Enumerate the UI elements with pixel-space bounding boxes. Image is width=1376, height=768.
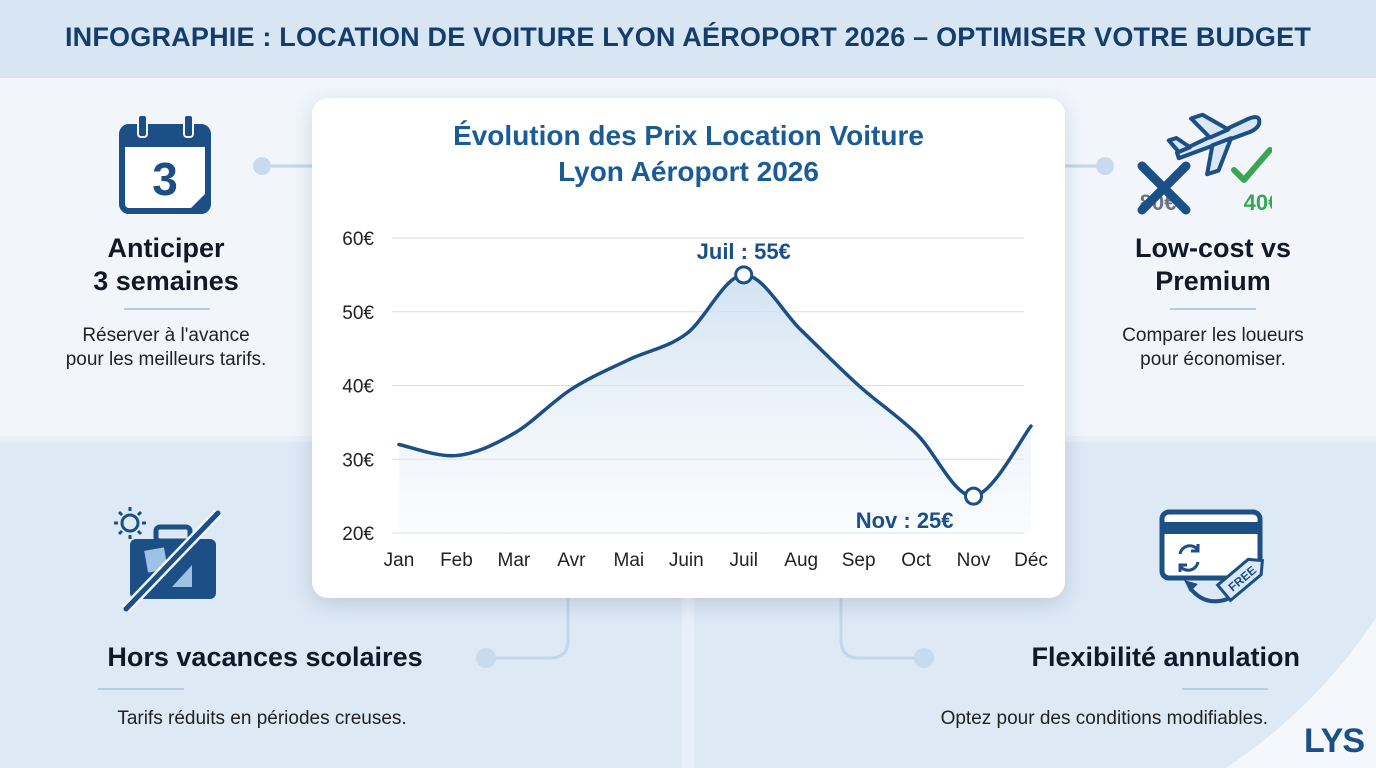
calendar-icon: 3: [119, 114, 211, 214]
card-refund-icon: FREE: [1159, 509, 1265, 604]
lowcost-desc-line2: pour économiser.: [1140, 349, 1286, 370]
brand-logo: LYS: [1304, 722, 1365, 760]
price-line-chart: 20€ 30€ 40€ 50€ 60€ Jan Feb Mar Avr Mai Juin Juil Au…: [342, 229, 1048, 571]
y-tick-label: 30€: [342, 450, 374, 471]
chart-title-line2: Lyon Aéroport 2026: [558, 156, 819, 187]
y-tick-label: 20€: [342, 524, 374, 545]
calendar-day: 3: [152, 153, 178, 205]
plane-icon: [1166, 112, 1262, 177]
flexibility-underline: [1182, 688, 1268, 690]
y-tick-label: 60€: [342, 229, 374, 250]
header-band: [0, 0, 1376, 78]
sun-icon: [114, 507, 146, 539]
lowcost-title-line2: Premium: [1155, 266, 1271, 296]
x-tick-label: Jan: [384, 550, 415, 571]
page-title: INFOGRAPHIE : LOCATION DE VOITURE LYON A…: [64, 22, 1312, 52]
lowcost-title: Low-cost vs Premium: [1083, 232, 1343, 298]
flexibility-desc: Optez pour des conditions modifiables.: [940, 708, 1268, 729]
x-tick-label: Sep: [842, 550, 876, 571]
x-tick-label: Juin: [669, 550, 704, 571]
new-price: 40€: [1244, 190, 1272, 215]
connector-bottom-left: [476, 598, 570, 668]
offseason-title: Hors vacances scolaires: [107, 642, 423, 672]
y-tick-label: 50€: [342, 303, 374, 324]
x-tick-label: Nov: [957, 550, 991, 571]
chart-title: Évolution des Prix Location Voiture Lyon…: [312, 118, 1065, 190]
x-tick-label: Mar: [498, 550, 531, 571]
anticipate-title-line2: 3 semaines: [93, 266, 239, 296]
lowcost-desc-line1: Comparer les loueurs: [1122, 325, 1304, 346]
suitcase-icon: [114, 507, 222, 613]
lowcost-underline: [1170, 308, 1256, 310]
x-tick-label: Mai: [614, 550, 645, 571]
flexibility-title: Flexibilité annulation: [1031, 642, 1300, 672]
anticipate-desc: Réserver à l'avance pour les meilleurs t…: [26, 324, 306, 372]
anticipate-title-line1: Anticiper: [107, 233, 225, 263]
x-tick-label: Juil: [729, 550, 758, 571]
chart-title-line1: Évolution des Prix Location Voiture: [453, 120, 924, 151]
lowcost-title-line1: Low-cost vs: [1134, 233, 1292, 263]
anticipate-desc-line1: Réserver à l'avance: [82, 325, 250, 346]
x-tick-label: Déc: [1014, 550, 1048, 571]
plane-price-icon: 80€ 40€: [1137, 112, 1272, 215]
anticipate-underline: [124, 308, 210, 310]
x-tick-label: Avr: [557, 550, 586, 571]
annotation-point: [734, 265, 754, 285]
lowcost-desc: Comparer les loueurs pour économiser.: [1073, 324, 1353, 372]
chart-card: Évolution des Prix Location Voiture Lyon…: [312, 98, 1065, 598]
x-tick-label: Feb: [440, 550, 473, 571]
anticipate-title: Anticiper 3 semaines: [36, 232, 296, 298]
x-tick-label: Oct: [901, 550, 931, 571]
anticipate-desc-line2: pour les meilleurs tarifs.: [65, 349, 267, 370]
annotation-label: Nov : 25€: [856, 508, 954, 533]
annotation-label: Juil : 55€: [697, 239, 791, 264]
corner-wave-decoration: [1226, 618, 1376, 768]
annotation-point: [964, 486, 984, 506]
check-icon: [1231, 147, 1272, 183]
series-area: [399, 274, 1031, 533]
y-tick-label: 40€: [342, 377, 374, 398]
x-tick-label: Aug: [784, 550, 818, 571]
connector-bottom-right: [839, 598, 934, 668]
offseason-desc: Tarifs réduits en périodes creuses.: [117, 708, 407, 729]
series-line: [397, 273, 1033, 498]
offseason-underline: [98, 688, 184, 690]
cross-icon: [1137, 161, 1191, 215]
